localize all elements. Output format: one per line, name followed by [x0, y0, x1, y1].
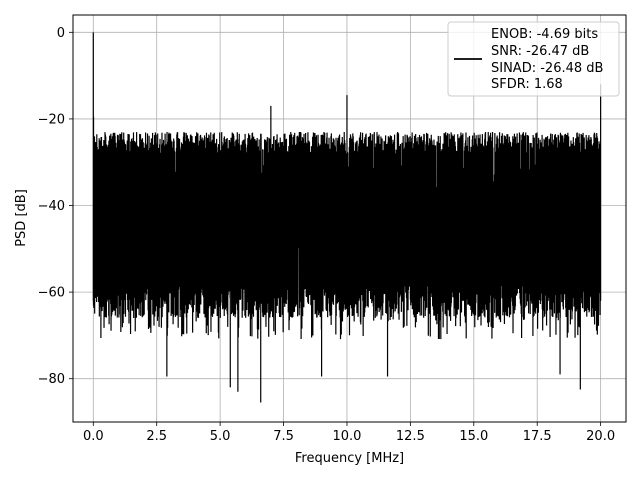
legend-entry-line-1: ENOB: -4.69 bits — [491, 27, 598, 42]
x-tick-label: 2.5 — [146, 429, 167, 444]
plot-frame — [72, 14, 627, 423]
legend-entry-line-2: SNR: -26.47 dB — [491, 44, 589, 59]
x-tick-label: 20.0 — [586, 429, 615, 444]
x-tick-label: 0.0 — [83, 429, 104, 444]
y-tick-label: −60 — [38, 286, 65, 301]
x-tick-label: 10.0 — [332, 429, 361, 444]
y-tick-label: −40 — [38, 199, 65, 214]
y-axis-label: PSD [dB] — [14, 189, 29, 247]
x-tick-label: 7.5 — [273, 429, 294, 444]
x-tick-label: 15.0 — [459, 429, 488, 444]
legend: ENOB: -4.69 bits SNR: -26.47 dB SINAD: -… — [447, 21, 620, 97]
data-layer — [92, 32, 602, 403]
y-tick-label: −20 — [38, 112, 65, 127]
ticks: 0.0 2.5 5.0 7.5 10.0 12.5 15.0 17.5 20.0 0 −20 −40 −… — [38, 26, 616, 444]
y-tick-label: 0 — [57, 26, 65, 41]
legend-box — [447, 21, 620, 97]
y-tick-label: −80 — [38, 372, 65, 387]
x-axis-label: Frequency [MHz] — [295, 451, 404, 466]
x-tick-label: 5.0 — [210, 429, 231, 444]
x-tick-label: 12.5 — [396, 429, 425, 444]
psd-series-line — [92, 32, 602, 403]
x-tick-label: 17.5 — [523, 429, 552, 444]
legend-entry-line-3: SINAD: -26.48 dB — [491, 61, 603, 76]
legend-entry-line-4: SFDR: 1.68 — [491, 77, 563, 92]
